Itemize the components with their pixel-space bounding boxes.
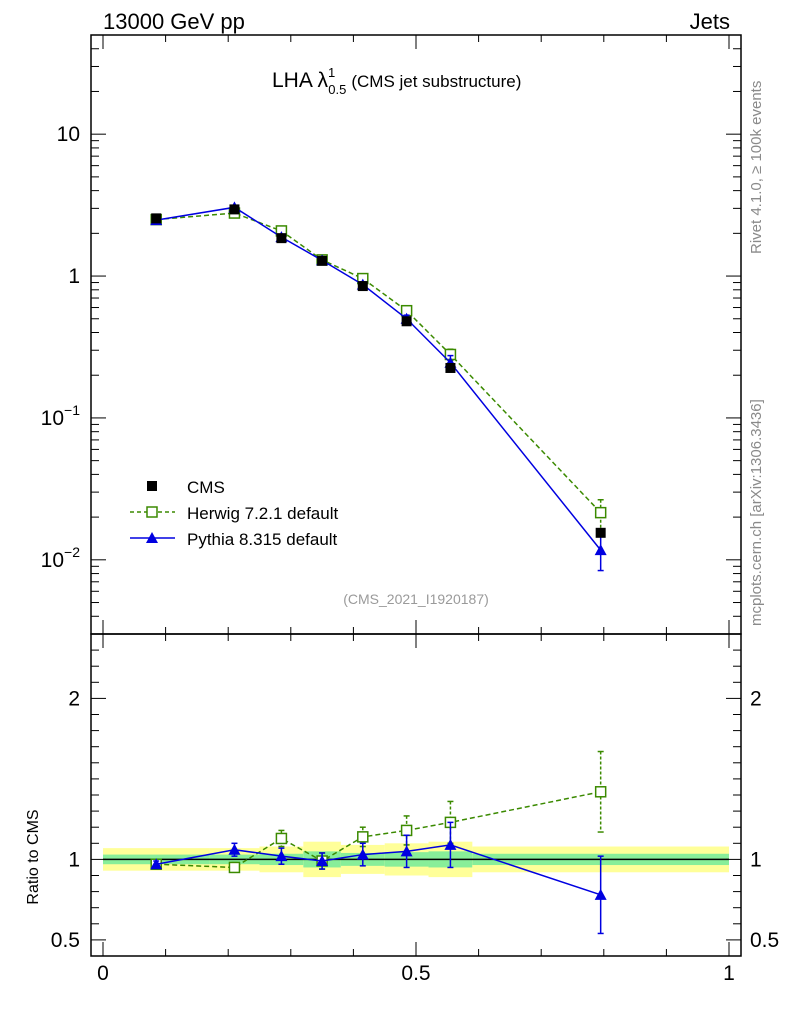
series-line-pythia	[156, 206, 602, 551]
data-point-cms	[317, 255, 328, 266]
title-sup: 1	[328, 65, 335, 80]
series-line-pythia	[156, 844, 601, 896]
ratio-ylabel: Ratio to CMS	[25, 809, 42, 904]
series-line-herwig	[156, 212, 602, 514]
legend-marker-pythia	[146, 532, 158, 543]
data-point-herwig	[357, 831, 369, 843]
title-sub: 0.5	[328, 82, 346, 97]
legend-label-pythia: Pythia 8.315 default	[187, 530, 338, 549]
title-suffix: (CMS jet substructure)	[351, 72, 521, 91]
ratio-y-tick-label: 0.5	[51, 929, 80, 952]
category-label: Jets	[690, 9, 730, 34]
data-point-pythia	[444, 838, 457, 850]
data-point-cms	[276, 233, 287, 244]
legend-label-herwig: Herwig 7.2.1 default	[187, 504, 338, 523]
x-tick-label: 0.5	[401, 962, 430, 985]
series-line-herwig	[156, 791, 601, 869]
title-main: LHA λ	[272, 69, 329, 92]
x-tick-label: 0	[97, 962, 109, 985]
y-tick-label: 1	[68, 265, 80, 288]
data-point-pythia	[150, 858, 163, 870]
analysis-id: (CMS_2021_I1920187)	[343, 591, 489, 607]
mcplots-label: mcplots.cern.ch [arXiv:1306.3436]	[748, 399, 765, 626]
data-point-cms	[229, 204, 240, 215]
energy-label: 13000 GeV pp	[103, 9, 245, 34]
data-point-herwig	[594, 506, 607, 519]
legend: CMS Herwig 7.2.1 default Pythia 8.315 de…	[130, 478, 338, 549]
ratio-y-tick-label-right: 0.5	[750, 929, 779, 952]
chart-title: LHA λ1 0.5 (CMS jet substructure)	[272, 65, 521, 97]
data-point-pythia	[228, 843, 241, 855]
legend-label-cms: CMS	[187, 478, 225, 497]
y-tick-label: 10−1	[41, 402, 81, 430]
y-tick-label: 10	[57, 123, 80, 146]
data-point-herwig	[400, 824, 413, 837]
data-point-pythia	[356, 848, 369, 860]
data-point-pythia	[275, 850, 288, 862]
ratio-y-tick-label: 1	[68, 848, 80, 871]
data-point-cms	[357, 281, 368, 292]
x-tick-label: 1	[723, 962, 735, 985]
ratio-y-tick-label: 2	[68, 687, 80, 710]
rivet-label: Rivet 4.1.0, ≥ 100k events	[748, 81, 765, 254]
data-point-herwig	[594, 786, 607, 798]
data-point-pythia	[400, 845, 413, 857]
ratio-frame	[90, 633, 742, 957]
y-tick-label: 10−2	[41, 544, 81, 572]
ratio-y-tick-label-right: 2	[750, 687, 762, 710]
data-point-cms	[445, 362, 456, 373]
data-point-cms	[151, 213, 162, 224]
ratio-panel: 0 0.5 1 0.5 0.5 1 1 2 2	[51, 633, 779, 985]
data-point-pythia	[594, 544, 607, 556]
data-point-pythia	[594, 888, 607, 900]
main-panel: 10 1 10−1 10−2	[41, 34, 742, 635]
data-point-herwig	[275, 832, 288, 845]
data-point-cms	[401, 316, 412, 327]
legend-marker-herwig	[146, 506, 158, 518]
legend-marker-cms	[147, 481, 157, 491]
data-point-pythia	[316, 855, 329, 867]
data-point-cms	[595, 527, 606, 538]
ratio-y-tick-label-right: 1	[750, 848, 762, 871]
data-point-herwig	[228, 861, 241, 874]
